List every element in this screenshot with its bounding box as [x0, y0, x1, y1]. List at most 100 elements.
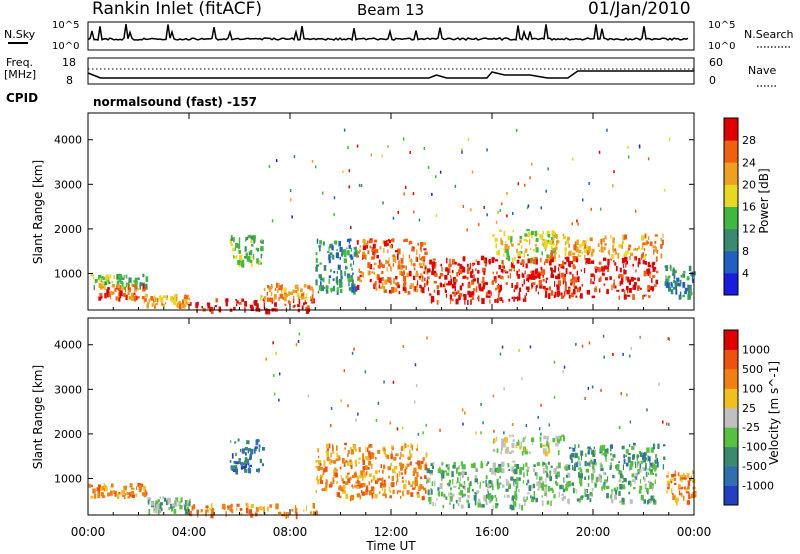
data-cell [644, 255, 646, 260]
data-cell [622, 464, 624, 470]
data-cell [513, 501, 516, 506]
data-cell [263, 508, 265, 514]
data-cell [303, 509, 305, 512]
data-cell [312, 511, 315, 515]
data-cell [339, 282, 342, 288]
freq-label: Freq. [6, 56, 33, 69]
data-cell [586, 245, 588, 248]
data-cell [650, 469, 653, 472]
data-cell [642, 452, 646, 458]
data-cell [573, 488, 576, 494]
data-cell [114, 287, 117, 292]
data-cell [397, 490, 399, 495]
data-cell [441, 462, 444, 466]
data-cell [278, 372, 281, 376]
data-cell [381, 479, 384, 484]
data-cell [656, 270, 659, 274]
data-cell [462, 493, 466, 497]
data-cell [652, 495, 655, 499]
data-cell [325, 486, 328, 492]
data-cell [108, 293, 111, 298]
data-cell [399, 270, 403, 276]
data-cell [309, 286, 313, 291]
data-cell [446, 283, 449, 286]
data-cell [233, 465, 238, 469]
data-cell [332, 460, 337, 464]
data-cell [320, 480, 324, 484]
data-cell [621, 240, 623, 245]
data-cell [628, 244, 632, 248]
data-cell [536, 284, 538, 288]
data-cell [227, 505, 230, 508]
data-cell [145, 283, 148, 290]
data-cell [444, 274, 448, 280]
data-cell [545, 277, 549, 280]
data-cell [232, 247, 235, 252]
data-cell [546, 441, 549, 445]
data-cell [549, 470, 552, 474]
data-cell [467, 487, 470, 493]
data-cell [572, 256, 576, 262]
data-cell [441, 266, 443, 272]
data-cell [586, 289, 591, 295]
data-cell [235, 255, 238, 259]
data-cell [247, 235, 251, 239]
data-cell [578, 249, 582, 254]
data-cell [478, 287, 481, 291]
data-cell [407, 444, 409, 448]
data-cell [540, 482, 544, 489]
data-cell [586, 258, 588, 263]
data-cell [329, 458, 332, 465]
data-cell [467, 283, 471, 289]
data-cell [278, 285, 282, 291]
data-cell [104, 285, 106, 290]
data-cell [350, 247, 352, 252]
data-cell [483, 272, 486, 276]
data-cell [416, 444, 418, 450]
data-cell [595, 476, 599, 483]
data-cell [336, 290, 339, 295]
data-cell [327, 250, 330, 253]
data-cell [400, 465, 404, 471]
data-cell [542, 278, 545, 282]
data-cell [154, 502, 158, 509]
data-cell [668, 483, 670, 489]
data-cell [259, 458, 262, 464]
data-cell [470, 299, 472, 305]
data-cell [680, 282, 682, 287]
data-cell [258, 260, 261, 263]
data-cell [619, 472, 622, 475]
data-cell [615, 490, 618, 495]
data-cell [480, 287, 484, 290]
data-cell [543, 288, 547, 291]
data-cell [340, 399, 342, 403]
data-cell [562, 236, 567, 240]
data-cell [598, 267, 601, 273]
data-cell [354, 249, 358, 253]
data-cell [459, 293, 463, 297]
data-cell [339, 485, 342, 491]
data-cell [98, 274, 102, 280]
data-cell [505, 257, 509, 260]
data-cell [336, 287, 339, 293]
data-cell [275, 351, 277, 355]
data-cell [183, 503, 185, 507]
data-cell [683, 270, 686, 274]
data-cell [234, 255, 237, 259]
data-cell [634, 478, 636, 484]
data-cell [375, 470, 378, 474]
data-cell [555, 482, 559, 486]
data-cell [481, 504, 485, 508]
data-cell [503, 269, 507, 272]
data-cell [365, 486, 369, 492]
data-cell [511, 495, 516, 499]
data-cell [590, 260, 595, 264]
data-cell [590, 207, 592, 211]
data-cell [493, 276, 497, 282]
data-cell [536, 481, 540, 487]
data-cell [468, 291, 473, 298]
y-tick-label: 3000 [54, 383, 82, 396]
data-cell [489, 299, 491, 304]
data-cell [279, 293, 283, 299]
data-cell [425, 452, 428, 458]
